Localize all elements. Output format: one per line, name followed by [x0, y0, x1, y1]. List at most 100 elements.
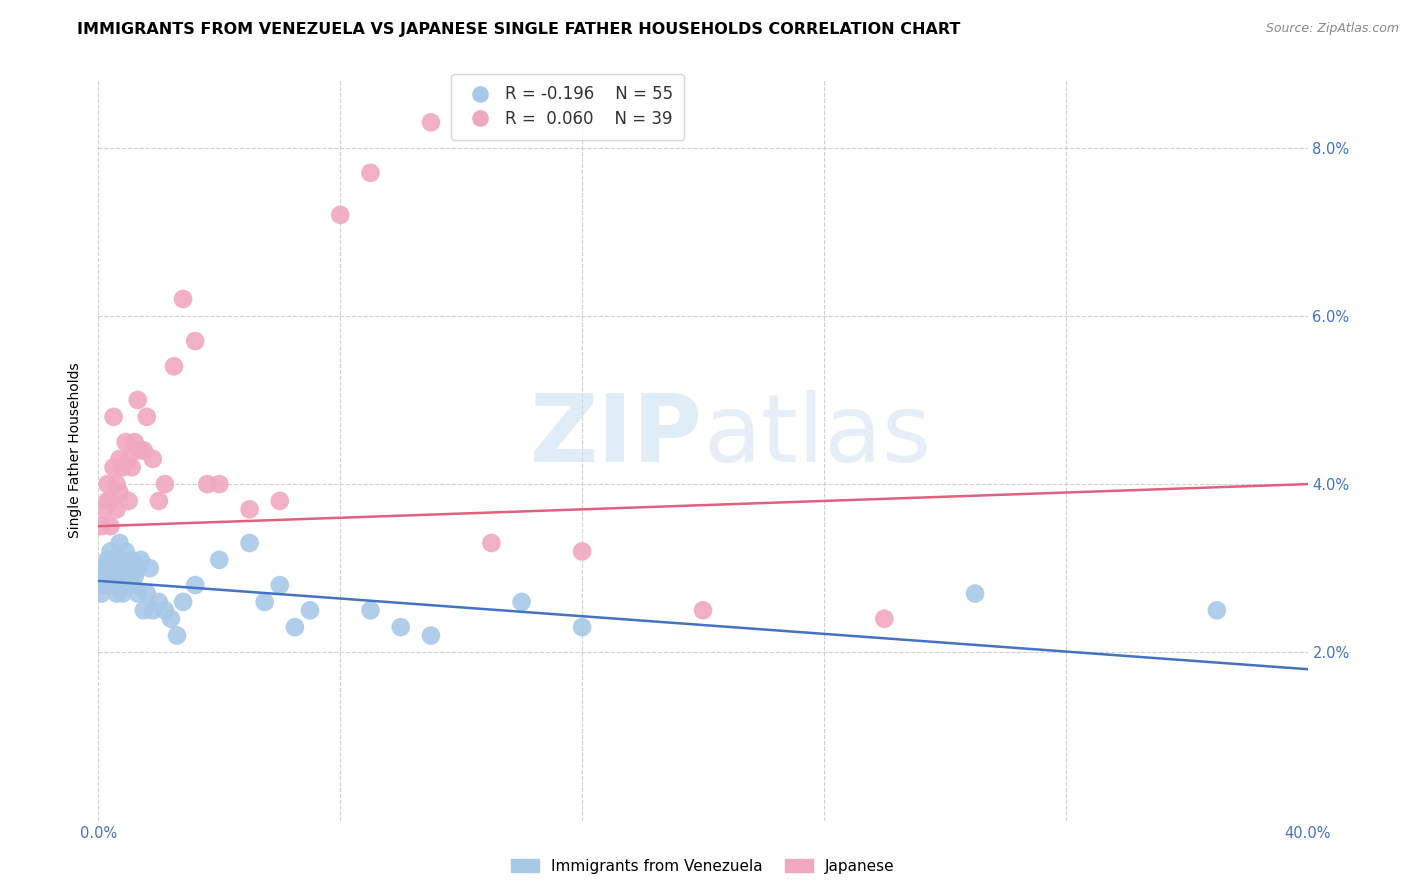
Point: [420, 628, 443, 642]
Point: [127, 561, 149, 575]
Point: [269, 578, 291, 592]
Point: [114, 544, 136, 558]
Point: [124, 569, 146, 583]
Point: [108, 553, 131, 567]
Point: [108, 451, 131, 466]
Point: [105, 586, 128, 600]
Point: [420, 115, 443, 129]
Point: [195, 477, 218, 491]
Point: [103, 409, 125, 424]
Point: [100, 519, 122, 533]
Point: [184, 334, 207, 348]
Point: [1206, 603, 1229, 617]
Point: [172, 595, 194, 609]
Point: [299, 603, 322, 617]
Point: [510, 595, 533, 609]
Point: [105, 477, 128, 491]
Point: [127, 392, 149, 407]
Point: [142, 603, 165, 617]
Point: [571, 544, 593, 558]
Point: [96, 561, 118, 575]
Point: [111, 586, 134, 600]
Point: [329, 208, 352, 222]
Point: [111, 460, 134, 475]
Point: [100, 569, 122, 583]
Y-axis label: Single Father Households: Single Father Households: [69, 363, 83, 538]
Point: [153, 603, 176, 617]
Point: [172, 292, 194, 306]
Point: [121, 553, 143, 567]
Point: [571, 620, 593, 634]
Point: [153, 477, 176, 491]
Point: [96, 578, 118, 592]
Legend: R = -0.196    N = 55, R =  0.060    N = 39: R = -0.196 N = 55, R = 0.060 N = 39: [451, 74, 685, 140]
Point: [166, 628, 188, 642]
Point: [103, 569, 125, 583]
Point: [132, 603, 155, 617]
Point: [103, 578, 125, 592]
Point: [160, 612, 183, 626]
Point: [124, 435, 146, 450]
Point: [93, 502, 115, 516]
Text: ZIP: ZIP: [530, 390, 703, 482]
Point: [142, 451, 165, 466]
Point: [105, 578, 128, 592]
Point: [100, 494, 122, 508]
Point: [184, 578, 207, 592]
Point: [118, 569, 141, 583]
Point: [96, 553, 118, 567]
Point: [118, 451, 141, 466]
Point: [121, 460, 143, 475]
Point: [148, 494, 170, 508]
Legend: Immigrants from Venezuela, Japanese: Immigrants from Venezuela, Japanese: [505, 853, 901, 880]
Point: [111, 578, 134, 592]
Point: [208, 477, 231, 491]
Point: [93, 569, 115, 583]
Point: [692, 603, 714, 617]
Point: [139, 561, 162, 575]
Point: [111, 561, 134, 575]
Point: [873, 612, 896, 626]
Point: [208, 553, 231, 567]
Point: [103, 460, 125, 475]
Point: [108, 536, 131, 550]
Point: [114, 435, 136, 450]
Point: [129, 443, 152, 458]
Point: [105, 561, 128, 575]
Point: [148, 595, 170, 609]
Point: [90, 578, 112, 592]
Text: IMMIGRANTS FROM VENEZUELA VS JAPANESE SINGLE FATHER HOUSEHOLDS CORRELATION CHART: IMMIGRANTS FROM VENEZUELA VS JAPANESE SI…: [77, 22, 960, 37]
Point: [108, 485, 131, 500]
Point: [360, 603, 382, 617]
Text: atlas: atlas: [703, 390, 931, 482]
Point: [90, 519, 112, 533]
Point: [108, 569, 131, 583]
Point: [93, 561, 115, 575]
Point: [239, 502, 262, 516]
Point: [389, 620, 412, 634]
Point: [96, 477, 118, 491]
Point: [103, 561, 125, 575]
Point: [253, 595, 276, 609]
Point: [118, 494, 141, 508]
Point: [114, 578, 136, 592]
Text: Source: ZipAtlas.com: Source: ZipAtlas.com: [1265, 22, 1399, 36]
Point: [163, 359, 186, 374]
Point: [100, 553, 122, 567]
Point: [118, 561, 141, 575]
Point: [360, 166, 382, 180]
Point: [135, 409, 157, 424]
Point: [96, 494, 118, 508]
Point: [965, 586, 987, 600]
Point: [135, 586, 157, 600]
Point: [269, 494, 291, 508]
Point: [90, 586, 112, 600]
Point: [284, 620, 307, 634]
Point: [132, 443, 155, 458]
Point: [100, 544, 122, 558]
Point: [481, 536, 503, 550]
Point: [129, 553, 152, 567]
Point: [105, 502, 128, 516]
Point: [239, 536, 262, 550]
Point: [121, 578, 143, 592]
